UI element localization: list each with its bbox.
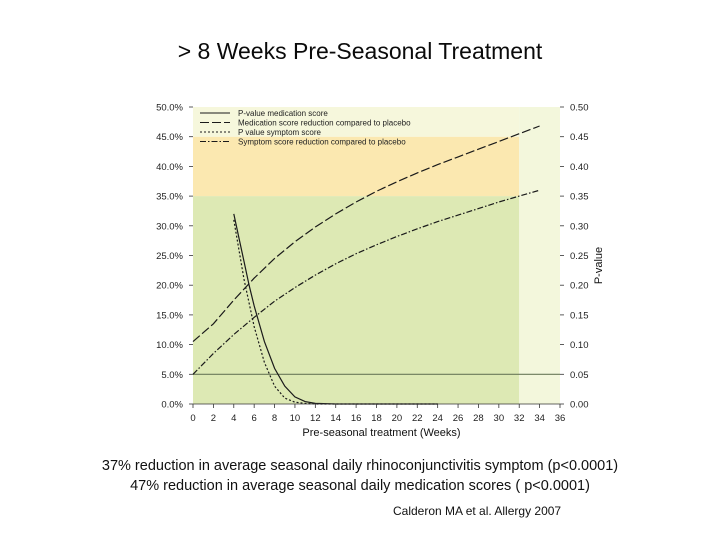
y2-axis-label: P-value — [593, 247, 605, 284]
y-tick-label: 10.0% — [156, 340, 183, 351]
slide-title: > 8 Weeks Pre-Seasonal Treatment — [177, 38, 543, 64]
x-tick-label: 18 — [371, 413, 382, 424]
y-tick-label: 40.0% — [156, 162, 183, 173]
band-right-pale — [519, 107, 560, 404]
series-line-3 — [192, 189, 540, 375]
y2-tick-label: 0.35 — [570, 192, 589, 203]
legend-label: P-value medication score — [238, 109, 328, 118]
x-tick-label: 6 — [252, 413, 257, 424]
y2-tick-label: 0.30 — [570, 221, 589, 232]
y2-tick-label: 0.20 — [570, 281, 589, 292]
band-orange — [193, 136, 520, 197]
x-tick-label: 30 — [494, 413, 505, 424]
x-tick-label: 36 — [555, 413, 566, 424]
series-line-1 — [192, 125, 540, 343]
y-tick-label: 45.0% — [156, 132, 183, 143]
x-axis-label: Pre-seasonal treatment (Weeks) — [302, 427, 460, 439]
x-tick-label: 22 — [412, 413, 423, 424]
x-tick-label: 14 — [330, 413, 341, 424]
x-tick-label: 24 — [432, 413, 443, 424]
x-tick-label: 16 — [351, 413, 362, 424]
x-tick-label: 26 — [453, 413, 464, 424]
legend-label: Medication score reduction compared to p… — [238, 119, 411, 128]
y-tick-label: 25.0% — [156, 251, 183, 262]
y2-tick-label: 0.45 — [570, 132, 589, 143]
y2-tick-label: 0.50 — [570, 103, 589, 114]
y2-tick-label: 0.25 — [570, 251, 589, 262]
y-tick-label: 0.0% — [161, 400, 183, 411]
x-tick-label: 34 — [534, 413, 545, 424]
y-tick-label: 20.0% — [156, 281, 183, 292]
y2-tick-label: 0.00 — [570, 400, 589, 411]
y2-tick-label: 0.05 — [570, 370, 589, 381]
x-tick-label: 2 — [211, 413, 216, 424]
axis-layer: 0.0%5.0%10.0%15.0%20.0%25.0%30.0%35.0%40… — [156, 103, 605, 440]
citation: Calderon MA et al. Allergy 2007 — [393, 504, 562, 518]
background-bands — [193, 107, 560, 404]
y-tick-label: 35.0% — [156, 192, 183, 203]
x-tick-label: 4 — [231, 413, 236, 424]
x-tick-label: 32 — [514, 413, 525, 424]
y-tick-label: 30.0% — [156, 221, 183, 232]
x-tick-label: 28 — [473, 413, 484, 424]
y-tick-label: 50.0% — [156, 103, 183, 114]
band-green — [193, 196, 520, 404]
x-tick-label: 0 — [190, 413, 195, 424]
series-line-2 — [233, 219, 438, 405]
legend-label: Symptom score reduction compared to plac… — [238, 138, 406, 147]
caption-symptom: 37% reduction in average seasonal daily … — [101, 458, 619, 474]
legend-label: P value symptom score — [238, 128, 322, 137]
y-tick-label: 5.0% — [161, 370, 183, 381]
y2-tick-label: 0.15 — [570, 310, 589, 321]
x-tick-label: 10 — [290, 413, 301, 424]
x-tick-label: 20 — [392, 413, 403, 424]
x-tick-label: 8 — [272, 413, 277, 424]
x-tick-label: 12 — [310, 413, 321, 424]
y2-tick-label: 0.10 — [570, 340, 589, 351]
y2-tick-label: 0.40 — [570, 162, 589, 173]
y-tick-label: 15.0% — [156, 310, 183, 321]
band-pale — [193, 107, 520, 137]
caption-medication: 47% reduction in average seasonal daily … — [130, 478, 590, 494]
